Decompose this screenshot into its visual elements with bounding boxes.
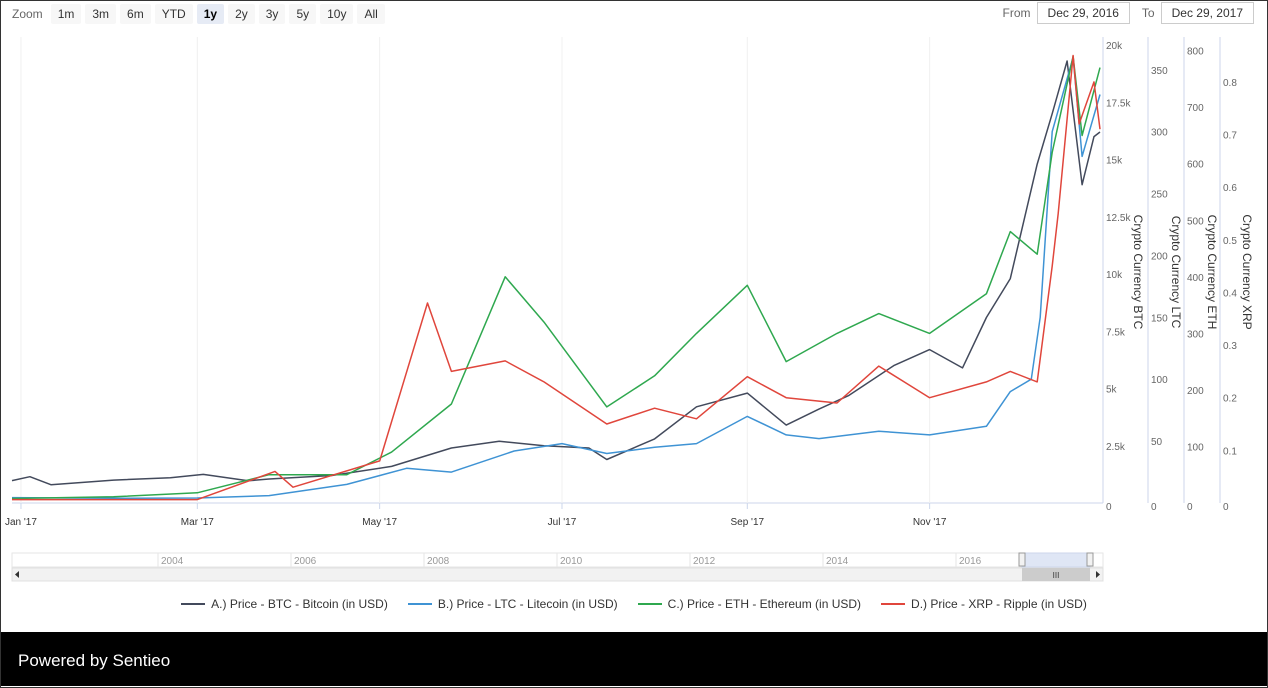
legend-label-btc: A.) Price - BTC - Bitcoin (in USD): [211, 597, 388, 611]
y-tick-label-xrp: 0.2: [1223, 394, 1237, 405]
y-tick-label-ltc: 300: [1151, 128, 1168, 139]
legend-item-eth[interactable]: C.) Price - ETH - Ethereum (in USD): [637, 597, 862, 611]
legend-item-btc[interactable]: A.) Price - BTC - Bitcoin (in USD): [181, 597, 388, 611]
to-label: To: [1141, 6, 1155, 20]
y-tick-label-ltc: 250: [1151, 190, 1168, 201]
y-tick-label-eth: 0: [1187, 502, 1193, 513]
legend-label-eth: C.) Price - ETH - Ethereum (in USD): [667, 597, 862, 611]
y-tick-label-eth: 600: [1187, 160, 1204, 171]
zoom-button-all[interactable]: All: [357, 4, 385, 24]
y-tick-label-ltc: 0: [1151, 502, 1157, 513]
series-line-ltc: [11, 56, 1101, 500]
zoom-button-5y[interactable]: 5y: [289, 4, 317, 24]
y-tick-label-eth: 200: [1187, 386, 1204, 397]
y-tick-label-xrp: 0.5: [1223, 236, 1237, 247]
legend-label-ltc: B.) Price - LTC - Litecoin (in USD): [437, 597, 618, 611]
legend-swatch-btc: [181, 603, 206, 605]
y-tick-label-ltc: 350: [1151, 66, 1168, 77]
x-tick-label: Mar '17: [181, 517, 214, 528]
legend-swatch-xrp: [881, 603, 906, 605]
legend-label-xrp: D.) Price - XRP - Ripple (in USD): [911, 597, 1087, 611]
y-tick-label-eth: 400: [1187, 273, 1204, 284]
y-tick-label-btc: 10k: [1106, 270, 1123, 281]
y-tick-label-btc: 17.5k: [1106, 98, 1131, 109]
scroll-right-arrow-icon: [1096, 571, 1100, 578]
y-tick-label-eth: 500: [1187, 216, 1204, 227]
navigator-year-label: 2012: [693, 556, 716, 567]
navigator-year-label: 2006: [294, 556, 317, 567]
scroll-left-arrow-icon: [15, 571, 19, 578]
y-tick-label-btc: 2.5k: [1106, 442, 1126, 453]
y-tick-label-ltc: 150: [1151, 313, 1168, 324]
y-tick-label-eth: 800: [1187, 47, 1204, 58]
y-tick-label-btc: 7.5k: [1106, 327, 1126, 338]
y-tick-label-eth: 700: [1187, 103, 1204, 114]
axis-title-btc: Crypto Currency BTC: [1131, 215, 1145, 330]
date-range: From Dec 29, 2016 To Dec 29, 2017: [991, 2, 1254, 24]
zoom-button-3y[interactable]: 3y: [258, 4, 286, 24]
series-line-eth: [11, 55, 1101, 500]
y-tick-label-xrp: 0.3: [1223, 341, 1237, 352]
legend-item-xrp[interactable]: D.) Price - XRP - Ripple (in USD): [881, 597, 1087, 611]
x-tick-label: Jul '17: [548, 517, 577, 528]
y-tick-label-xrp: 0: [1223, 502, 1229, 513]
y-tick-label-btc: 15k: [1106, 156, 1123, 167]
zoom-label: Zoom: [12, 7, 43, 21]
y-tick-label-ltc: 50: [1151, 437, 1163, 448]
y-tick-label-ltc: 200: [1151, 251, 1168, 262]
x-tick-label: May '17: [362, 517, 397, 528]
to-date-input[interactable]: Dec 29, 2017: [1160, 2, 1254, 24]
x-tick-label: Sep '17: [730, 517, 764, 528]
navigator-year-label: 2008: [427, 556, 450, 567]
y-tick-label-eth: 100: [1187, 442, 1204, 453]
y-tick-label-ltc: 100: [1151, 375, 1168, 386]
zoom-button-3m[interactable]: 3m: [85, 4, 117, 24]
axis-title-xrp: Crypto Currency XRP: [1240, 214, 1254, 329]
navigator-year-label: 2010: [560, 556, 583, 567]
y-tick-label-xrp: 0.7: [1223, 130, 1237, 141]
y-tick-label-xrp: 0.8: [1223, 78, 1237, 89]
legend-swatch-ltc: [407, 603, 432, 605]
y-tick-label-btc: 0: [1106, 502, 1112, 513]
zoom-button-10y[interactable]: 10y: [320, 4, 354, 24]
y-tick-label-xrp: 0.4: [1223, 288, 1237, 299]
zoom-button-6m[interactable]: 6m: [120, 4, 151, 24]
x-tick-label: Jan '17: [5, 517, 37, 528]
series-line-xrp: [12, 54, 1101, 501]
y-tick-label-btc: 20k: [1106, 41, 1123, 52]
from-label: From: [1002, 6, 1031, 20]
navigator-handle-right: [1086, 552, 1094, 567]
axis-title-ltc: Crypto Currency LTC: [1169, 216, 1183, 329]
navigator-scroll-grip: III: [1053, 571, 1060, 580]
y-tick-label-btc: 5k: [1106, 385, 1118, 396]
footer: Powered by Sentieo: [1, 632, 1267, 686]
navigator-year-label: 2016: [959, 556, 982, 567]
legend: A.) Price - BTC - Bitcoin (in USD) B.) P…: [0, 597, 1268, 611]
navigator-scroll-thumb: [1022, 568, 1090, 581]
series-line-btc: [11, 60, 1101, 486]
zoom-button-1m[interactable]: 1m: [50, 4, 82, 24]
y-tick-label-btc: 12.5k: [1106, 213, 1131, 224]
y-tick-label-eth: 300: [1187, 329, 1204, 340]
x-tick-label: Nov '17: [913, 517, 947, 528]
legend-swatch-eth: [637, 603, 662, 605]
zoom-button-2y[interactable]: 2y: [228, 4, 255, 24]
axis-title-eth: Crypto Currency ETH: [1205, 215, 1219, 330]
zoom-button-ytd[interactable]: YTD: [154, 4, 193, 24]
navigator-handle-left: [1018, 552, 1026, 567]
navigator-year-label: 2014: [826, 556, 849, 567]
from-date-input[interactable]: Dec 29, 2016: [1036, 2, 1130, 24]
y-tick-label-xrp: 0.1: [1223, 446, 1237, 457]
y-tick-label-xrp: 0.6: [1223, 183, 1237, 194]
zoom-bar: Zoom 1m 3m 6m YTD 1y 2y 3y 5y 10y All: [12, 4, 385, 24]
navigator-scrollbar: [11, 567, 1104, 582]
zoom-button-1y[interactable]: 1y: [196, 4, 225, 24]
footer-text: Powered by Sentieo: [18, 651, 171, 670]
navigator-year-label: 2004: [161, 556, 184, 567]
navigator-selection: [1021, 552, 1091, 568]
price-chart: 0 2.5k 5k 7.5k 10k 12.5k 15k 17.5k 20k Crypto Cur…: [5, 37, 1254, 582]
legend-item-ltc[interactable]: B.) Price - LTC - Litecoin (in USD): [407, 597, 618, 611]
